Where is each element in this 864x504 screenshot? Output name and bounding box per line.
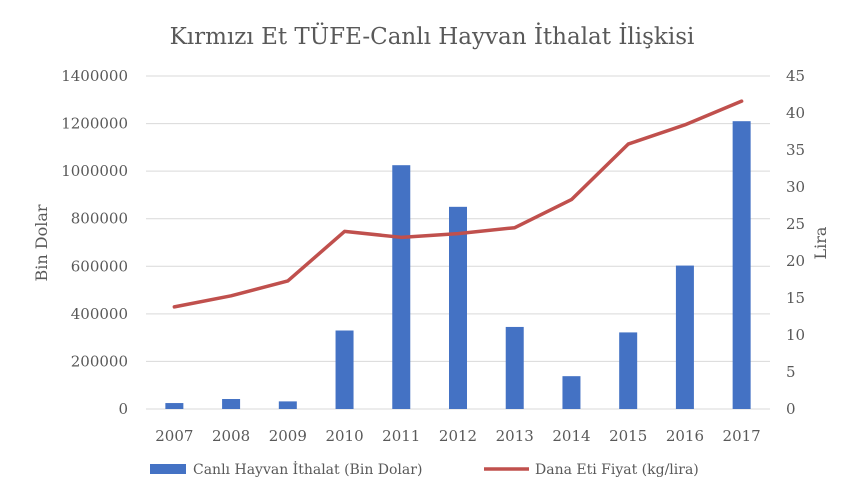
y-tick-right-label: 5 <box>786 363 796 381</box>
y-tick-left-label: 800000 <box>71 210 128 228</box>
y-tick-left-label: 0 <box>118 400 128 418</box>
x-tick-label: 2011 <box>382 427 420 445</box>
y-tick-left-label: 1400000 <box>61 67 128 85</box>
bar <box>335 330 354 409</box>
y-tick-right-label: 20 <box>786 252 805 270</box>
y-tick-right-label: 15 <box>786 289 805 307</box>
x-tick-label: 2014 <box>552 427 590 445</box>
line-series-dana-eti-fiyat <box>172 99 744 309</box>
y-tick-right-label: 10 <box>786 326 805 344</box>
y-tick-right-label: 45 <box>786 67 805 85</box>
y-tick-right-label: 30 <box>786 178 805 196</box>
bar <box>562 376 581 409</box>
legend-swatch-bar <box>150 464 186 474</box>
y-tick-left-label: 1200000 <box>61 115 128 133</box>
x-tick-label: 2008 <box>212 427 250 445</box>
bar <box>278 401 297 409</box>
bar <box>732 121 751 409</box>
chart-title: Kırmızı Et TÜFE-Canlı Hayvan İthalat İli… <box>170 23 695 50</box>
x-axis-ticks: 2007 2008 2009 2010 2011 2012 2013 2014 2015 2016… <box>155 427 760 445</box>
x-tick-label: 2017 <box>723 427 761 445</box>
bar <box>165 403 184 409</box>
y-tick-right-label: 25 <box>786 215 805 233</box>
y-axis-right-ticks: 0 5 10 15 20 25 30 35 40 45 <box>786 67 805 418</box>
y-tick-left-label: 400000 <box>71 305 128 323</box>
x-tick-label: 2007 <box>155 427 193 445</box>
legend-label-bar: Canlı Hayvan İthalat (Bin Dolar) <box>193 460 422 478</box>
bar <box>392 165 411 409</box>
x-tick-label: 2016 <box>666 427 704 445</box>
y-axis-left-ticks: 0 200000 400000 600000 800000 1000000 1200000 1… <box>61 67 128 418</box>
y-tick-right-label: 40 <box>786 104 805 122</box>
bar-series <box>165 121 751 409</box>
x-tick-label: 2012 <box>439 427 477 445</box>
y-tick-left-label: 1000000 <box>61 162 128 180</box>
bar <box>222 399 241 409</box>
bar <box>505 326 524 409</box>
x-tick-label: 2009 <box>269 427 307 445</box>
y-tick-right-label: 0 <box>786 400 796 418</box>
y-tick-left-label: 600000 <box>71 257 128 275</box>
y-tick-right-label: 35 <box>786 141 805 159</box>
y-tick-left-label: 200000 <box>71 352 128 370</box>
y-axis-right-label: Lira <box>811 226 830 259</box>
legend-label-line: Dana Eti Fiyat (kg/lira) <box>535 462 699 478</box>
x-tick-label: 2013 <box>496 427 534 445</box>
x-tick-label: 2015 <box>609 427 647 445</box>
bar <box>619 332 638 409</box>
legend: Canlı Hayvan İthalat (Bin Dolar) Dana Et… <box>150 460 699 478</box>
bar <box>675 265 694 409</box>
y-axis-left-label: Bin Dolar <box>32 204 51 281</box>
bar <box>449 206 467 409</box>
x-tick-label: 2010 <box>325 427 363 445</box>
